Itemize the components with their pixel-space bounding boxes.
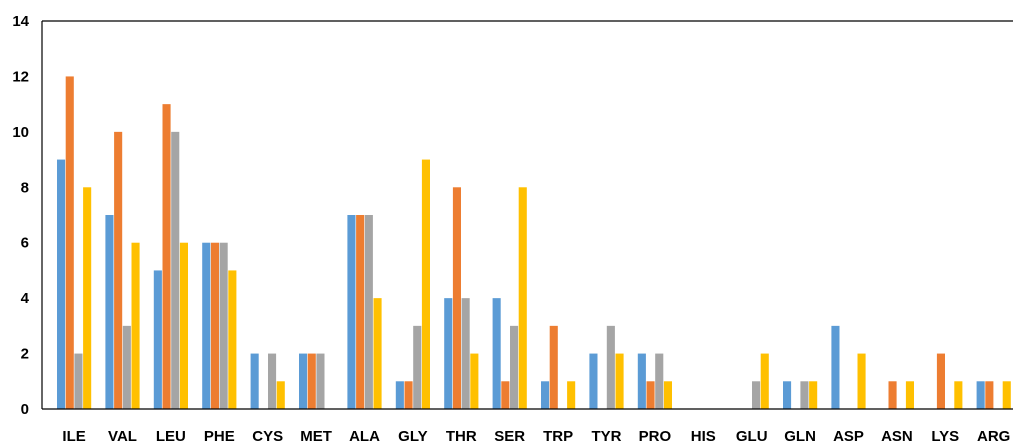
bar-ile-series-4	[83, 187, 92, 409]
bar-ser-series-4	[518, 187, 527, 409]
x-tick-label-thr: THR	[446, 428, 477, 445]
bar-tyr-series-3	[606, 325, 615, 409]
y-tick-label: 12	[12, 68, 29, 85]
x-tick-label-asn: ASN	[881, 428, 913, 445]
bar-gly-series-3	[413, 325, 422, 409]
bar-val-series-4	[131, 242, 140, 409]
bar-arg-series-2	[985, 381, 994, 409]
y-tick-label: 4	[21, 290, 30, 307]
bar-ile-series-2	[65, 76, 74, 410]
x-tick-label-ala: ALA	[349, 428, 380, 445]
bar-val-series-1	[105, 215, 114, 409]
y-tick-label: 2	[21, 346, 29, 363]
y-axis-ticks: 0 2 4 6 8 10 12 14	[12, 13, 29, 418]
x-tick-label-lys: LYS	[931, 428, 959, 445]
bar-ala-series-2	[356, 215, 365, 409]
bar-gly-series-2	[404, 381, 413, 409]
bar-ala-series-4	[373, 298, 382, 409]
bar-ala-series-3	[364, 215, 373, 409]
bar-leu-series-1	[153, 270, 162, 409]
bar-tyr-series-1	[589, 353, 598, 409]
x-tick-label-leu: LEU	[156, 428, 186, 445]
x-tick-label-cys: CYS	[252, 428, 283, 445]
bar-pro-series-2	[646, 381, 655, 409]
bar-trp-series-1	[541, 381, 550, 409]
x-tick-label-glu: GLU	[736, 428, 768, 445]
bar-val-series-3	[122, 325, 131, 409]
bar-arg-series-4	[1002, 381, 1011, 409]
x-tick-label-met: MET	[300, 428, 332, 445]
bar-phe-series-2	[210, 242, 219, 409]
bar-ala-series-1	[347, 215, 356, 409]
x-tick-label-gln: GLN	[784, 428, 816, 445]
bar-phe-series-4	[228, 270, 237, 409]
bar-trp-series-4	[567, 381, 576, 409]
x-tick-label-gly: GLY	[398, 428, 427, 445]
bar-met-series-2	[307, 353, 316, 409]
y-tick-label: 8	[21, 179, 29, 196]
x-tick-label-his: HIS	[691, 428, 716, 445]
x-tick-label-ser: SER	[494, 428, 525, 445]
bar-pro-series-1	[637, 353, 646, 409]
bar-phe-series-1	[202, 242, 211, 409]
x-tick-label-phe: PHE	[204, 428, 235, 445]
x-tick-label-ile: ILE	[62, 428, 85, 445]
bar-ile-series-3	[74, 353, 83, 409]
x-tick-label-tyr: TYR	[592, 428, 622, 445]
x-axis-labels: ILE VAL LEU PHE CYS MET ALA GLY THR SER TRP TYR PRO H…	[62, 428, 1010, 445]
bar-arg-series-1	[976, 381, 985, 409]
bar-cys-series-3	[268, 353, 277, 409]
bar-leu-series-2	[162, 104, 171, 409]
y-tick-label: 0	[21, 401, 29, 418]
bar-gln-series-3	[800, 381, 809, 409]
bar-glu-series-4	[760, 353, 769, 409]
x-tick-label-val: VAL	[108, 428, 137, 445]
bar-asp-series-4	[857, 353, 866, 409]
x-tick-label-asp: ASP	[833, 428, 864, 445]
bar-gly-series-4	[421, 159, 430, 409]
bar-thr-series-4	[470, 353, 479, 409]
bar-ser-series-2	[501, 381, 510, 409]
bar-thr-series-1	[444, 298, 453, 409]
bar-ile-series-1	[57, 159, 66, 409]
x-tick-label-arg: ARG	[977, 428, 1010, 445]
bar-ser-series-3	[510, 325, 519, 409]
bar-asn-series-2	[888, 381, 897, 409]
bar-met-series-1	[299, 353, 308, 409]
bar-cys-series-1	[250, 353, 259, 409]
bar-cys-series-4	[276, 381, 285, 409]
bar-tyr-series-4	[615, 353, 624, 409]
bar-leu-series-3	[171, 131, 180, 410]
bar-met-series-3	[316, 353, 325, 409]
y-tick-label: 14	[12, 13, 29, 30]
bar-leu-series-4	[179, 242, 188, 409]
bar-ser-series-1	[492, 298, 501, 409]
bar-lys-series-2	[936, 353, 945, 409]
bar-pro-series-4	[663, 381, 672, 409]
bar-asn-series-4	[905, 381, 914, 409]
bar-gln-series-1	[783, 381, 792, 409]
bar-trp-series-2	[549, 325, 558, 409]
bar-lys-series-4	[954, 381, 963, 409]
bar-thr-series-3	[461, 298, 470, 409]
bar-gly-series-1	[395, 381, 404, 409]
bars	[57, 76, 1011, 410]
bar-val-series-2	[114, 131, 123, 410]
bar-asp-series-1	[831, 325, 840, 409]
y-tick-label: 6	[21, 235, 29, 252]
x-tick-label-trp: TRP	[543, 428, 573, 445]
bar-glu-series-3	[752, 381, 761, 409]
bar-thr-series-2	[452, 187, 461, 409]
x-tick-label-pro: PRO	[639, 428, 672, 445]
bar-pro-series-3	[655, 353, 664, 409]
bar-phe-series-3	[219, 242, 228, 409]
y-tick-label: 10	[12, 124, 29, 141]
bar-gln-series-4	[809, 381, 818, 409]
